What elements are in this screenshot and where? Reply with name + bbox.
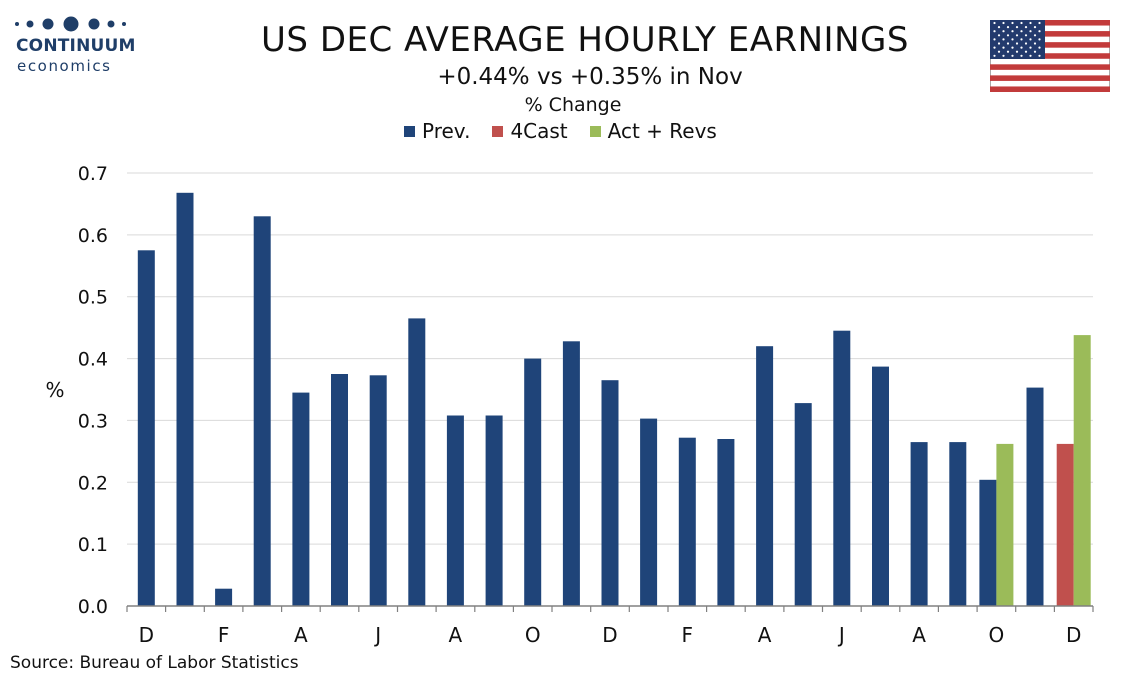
y-axis-label: %: [45, 378, 64, 402]
x-tick-label: O: [525, 623, 541, 647]
bar-prev-14: [678, 437, 696, 606]
chart-legend: Prev. 4Cast Act + Revs: [404, 119, 739, 143]
unit-label: % Change: [524, 94, 622, 116]
logo-dots-icon: [15, 16, 126, 32]
bar-prev-6: [369, 375, 387, 606]
bar-prev-21: [949, 442, 967, 606]
bar-prev-16: [756, 346, 774, 606]
bar-prev-13: [640, 418, 658, 606]
bar-prev-1: [176, 192, 194, 607]
legend-swatch-prev: [404, 125, 415, 137]
legend-item-4cast: 4Cast: [492, 119, 568, 143]
legend-swatch-4cast: [492, 125, 504, 137]
bar-prev-12: [601, 380, 619, 606]
y-tick-label: 0.6: [78, 225, 108, 247]
x-tick-label: A: [294, 623, 308, 647]
x-tick-label: O: [989, 623, 1005, 647]
logo-name: CONTINUUM: [16, 36, 136, 56]
y-tick-label: 0.3: [78, 410, 108, 432]
x-tick-label: D: [139, 623, 154, 647]
x-tick-label: D: [1066, 623, 1081, 647]
x-tick-label: F: [682, 623, 694, 647]
chart-title: US DEC AVERAGE HOURLY EARNINGS: [261, 20, 909, 60]
y-tick-label: 0.0: [78, 596, 108, 618]
bar-prev-11: [562, 341, 580, 606]
y-tick-label: 0.2: [78, 472, 108, 494]
bar-prev-17: [794, 403, 812, 606]
bar-prev-4: [292, 392, 310, 606]
x-tick-label: F: [218, 623, 230, 647]
legend-item-prev: Prev.: [404, 119, 470, 143]
y-tick-label: 0.5: [78, 287, 108, 309]
x-tick-label: D: [602, 623, 617, 647]
bar-prev-10: [524, 358, 542, 606]
bar-4cast-24: [1056, 443, 1074, 606]
legend-label-act-revs: Act + Revs: [607, 119, 717, 143]
bar-chart: 0.0 0.1 0.2 0.3 0.4 0.5 0.6 0.7% D F A J A O D F A J A O D: [45, 163, 1094, 647]
x-tick-label: A: [758, 623, 772, 647]
legend-label-prev: Prev.: [422, 119, 471, 143]
legend-swatch-act-revs: [589, 125, 601, 137]
bar-prev-20: [910, 442, 928, 606]
bar-prev-19: [872, 366, 889, 606]
x-tick-label: J: [373, 623, 381, 647]
source-note: Source: Bureau of Labor Statistics: [10, 653, 299, 673]
bar-prev-18: [833, 330, 851, 606]
bar-prev-22: [979, 479, 997, 606]
bar-act-revs-24: [1073, 335, 1091, 606]
bar-prev-5: [331, 374, 348, 606]
bar-prev-3: [253, 216, 271, 607]
bar-prev-9: [485, 415, 503, 606]
legend-label-4cast: 4Cast: [510, 119, 568, 143]
bar-prev-0: [137, 250, 155, 607]
x-tick-label: J: [837, 623, 845, 647]
us-flag-icon: [990, 20, 1110, 92]
y-tick-label: 0.1: [78, 534, 108, 556]
continuum-logo: CONTINUUM economics: [12, 14, 135, 75]
chart-subtitle: +0.44% vs +0.35% in Nov: [437, 64, 743, 90]
y-tick-label: 0.4: [78, 349, 108, 371]
bar-prev-7: [408, 318, 426, 606]
bar-prev-8: [446, 415, 464, 606]
bar-act-revs-22: [996, 443, 1014, 606]
x-tick-label: A: [449, 623, 463, 647]
bar-prev-15: [717, 439, 735, 606]
y-tick-label: 0.7: [78, 163, 108, 185]
bar-prev-2: [215, 588, 233, 606]
legend-item-act-revs: Act + Revs: [589, 119, 717, 143]
logo-subtitle: economics: [17, 57, 112, 75]
x-tick-label: A: [912, 623, 926, 647]
bar-prev-23: [1026, 387, 1044, 606]
